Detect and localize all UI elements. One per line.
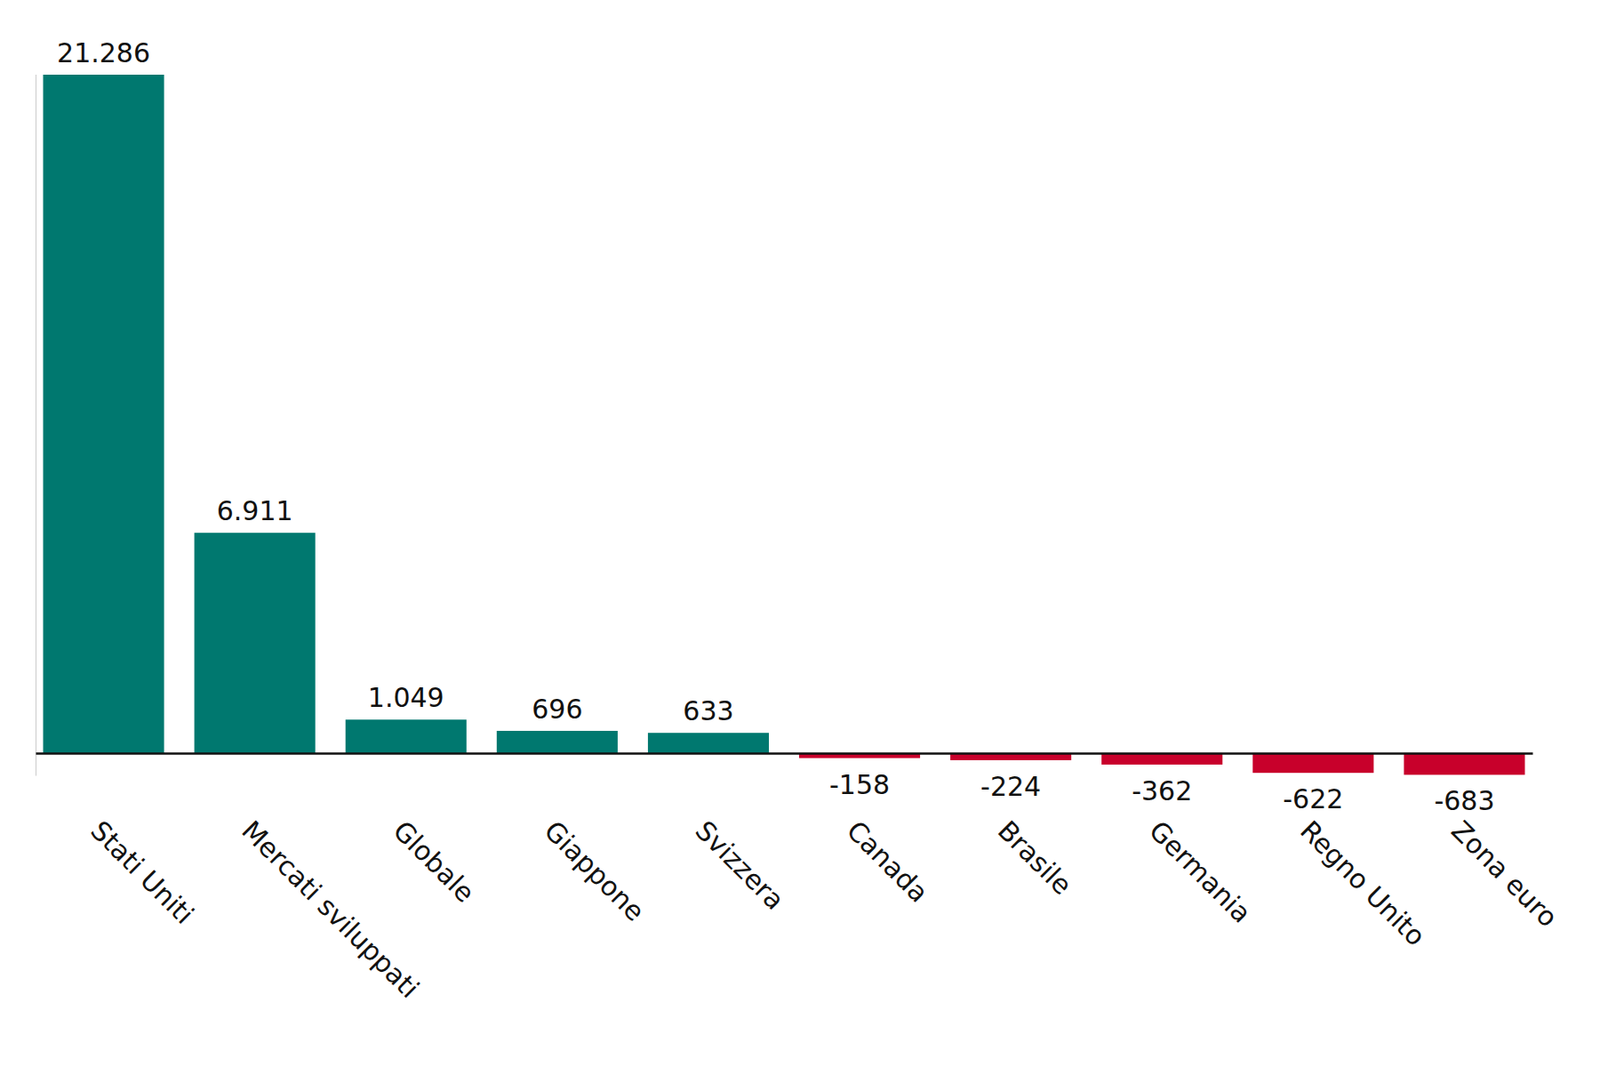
x-tick-label: Globale xyxy=(386,814,480,908)
x-tick-label: Germania xyxy=(1143,814,1258,929)
x-tick: Stati Uniti xyxy=(84,814,200,930)
x-tick-label: Brasile xyxy=(992,814,1079,901)
data-label: -158 xyxy=(829,768,890,800)
x-tick-label: Regno Unito xyxy=(1294,814,1432,952)
y-axis-line xyxy=(35,74,37,776)
bar xyxy=(345,719,467,753)
bar xyxy=(1403,752,1525,775)
bar xyxy=(1252,752,1374,773)
bar xyxy=(194,532,316,753)
data-label: -683 xyxy=(1433,784,1495,816)
data-label: 633 xyxy=(682,695,734,727)
chart: Stati UnitiMercati sviluppatiGlobaleGiap… xyxy=(0,0,1600,1067)
x-tick: Giappone xyxy=(538,814,651,927)
x-tick: Svizzera xyxy=(689,814,792,916)
data-label: -362 xyxy=(1131,775,1192,807)
x-tick: Zona euro xyxy=(1445,814,1564,933)
data-label: -622 xyxy=(1282,783,1344,815)
data-labels: 21.286 6.911 1.049 696 633 -158 -224 -362 -622 -6… xyxy=(56,37,1495,816)
data-label: 21.286 xyxy=(56,37,151,69)
x-tick-label: Canada xyxy=(840,814,935,908)
x-tick: Germania xyxy=(1143,814,1258,929)
x-axis: Stati UnitiMercati sviluppatiGlobaleGiap… xyxy=(36,752,1565,1004)
zero-line xyxy=(36,752,1534,755)
bar xyxy=(1101,752,1223,765)
x-tick: Regno Unito xyxy=(1294,814,1432,952)
x-tick: Globale xyxy=(386,814,480,908)
x-tick-label: Zona euro xyxy=(1445,814,1564,933)
bar xyxy=(43,74,165,753)
bars xyxy=(43,74,1526,775)
x-tick-label: Giappone xyxy=(538,814,651,927)
data-label: -224 xyxy=(980,770,1041,802)
x-tick: Canada xyxy=(840,814,935,908)
data-label: 6.911 xyxy=(216,495,294,527)
bar xyxy=(496,730,618,753)
bar xyxy=(648,732,769,753)
x-tick-label: Svizzera xyxy=(689,814,792,916)
x-tick-label: Stati Uniti xyxy=(84,814,200,930)
y-axis xyxy=(35,74,37,776)
x-tick: Brasile xyxy=(992,814,1079,901)
data-label: 1.049 xyxy=(368,681,445,713)
data-label: 696 xyxy=(531,693,583,725)
